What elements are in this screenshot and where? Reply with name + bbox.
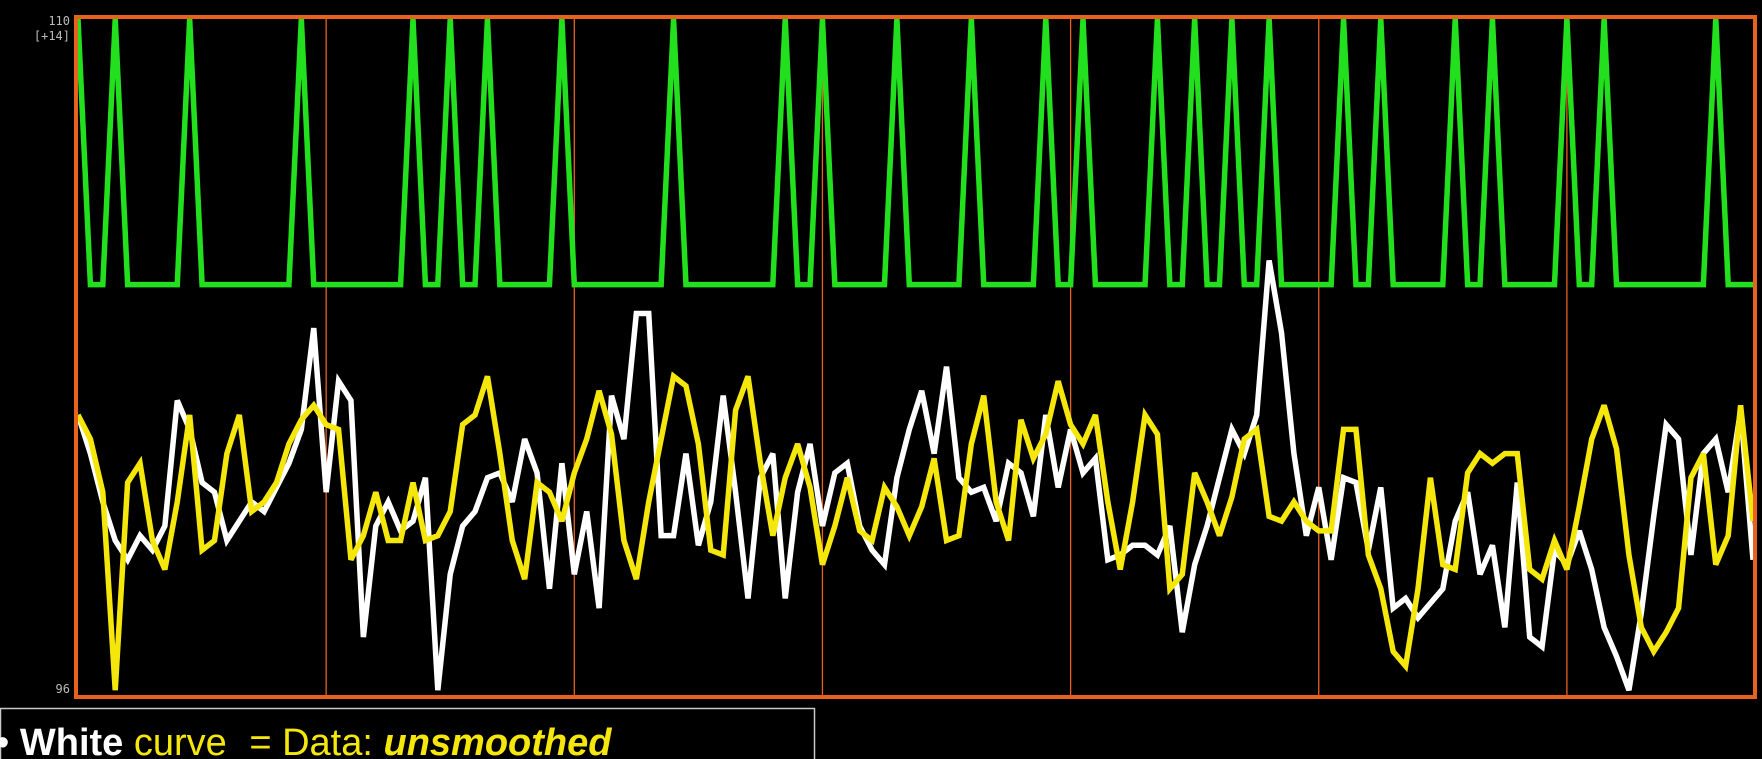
- caption-box: [0, 707, 816, 759]
- caption-equals: = Data:: [249, 722, 373, 759]
- caption-word: curve: [134, 722, 227, 759]
- axis-annotation: [+14]: [34, 29, 70, 43]
- caption: • White curve = Data: unsmoothed: [0, 722, 612, 759]
- y-tick-label: 110: [48, 14, 70, 28]
- series-line: [75, 259, 1756, 692]
- series-line: [75, 18, 1753, 288]
- caption-name: White: [20, 722, 123, 759]
- caption-emphasis: unsmoothed: [384, 722, 613, 759]
- series-line: [75, 371, 1756, 691]
- caption-bullet: •: [0, 722, 9, 759]
- y-tick-label: 96: [56, 682, 70, 696]
- plot-frame: [74, 15, 1757, 699]
